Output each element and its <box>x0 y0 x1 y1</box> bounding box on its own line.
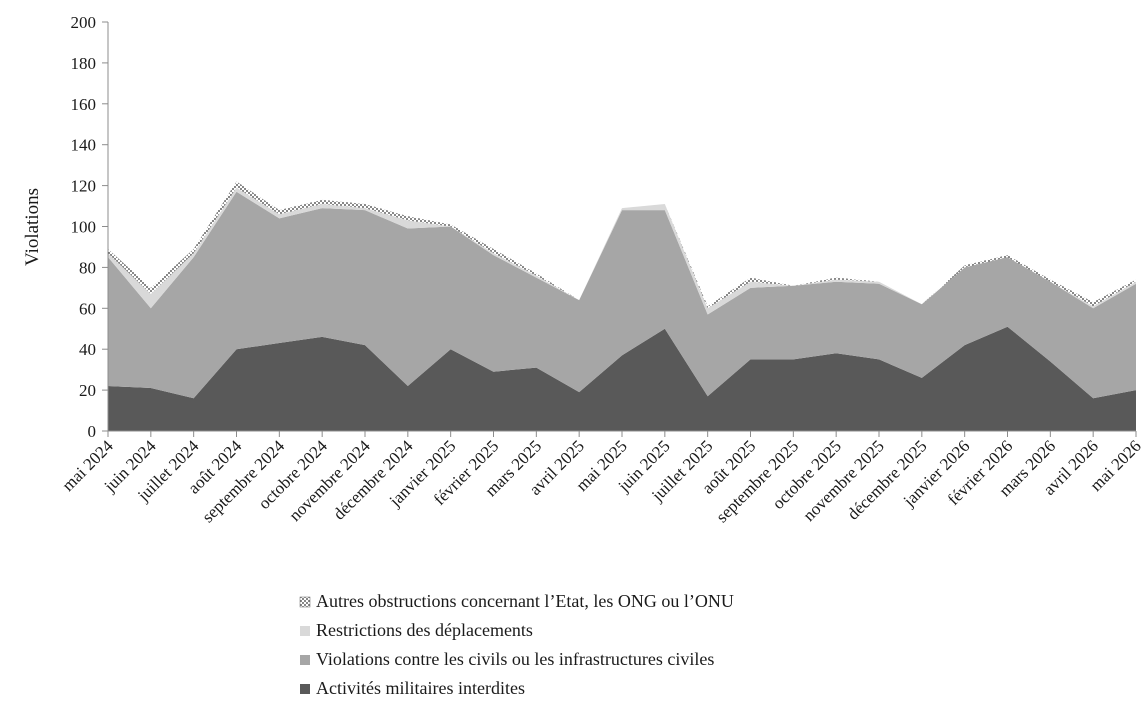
areas-layer <box>108 181 1136 431</box>
y-tick-label: 180 <box>71 54 97 73</box>
legend-label: Restrictions des déplacements <box>316 620 533 640</box>
y-tick-label: 120 <box>71 177 97 196</box>
y-tick-label: 200 <box>71 13 97 32</box>
legend-swatch <box>300 626 310 636</box>
y-tick-label: 100 <box>71 218 97 237</box>
y-tick-label: 20 <box>79 381 96 400</box>
y-tick-label: 40 <box>79 340 96 359</box>
y-tick-label: 60 <box>79 299 96 318</box>
legend-swatch <box>300 684 310 694</box>
legend: Autres obstructions concernant l’Etat, l… <box>299 591 734 698</box>
legend-label: Activités militaires interdites <box>316 678 525 698</box>
legend-swatch <box>300 655 310 665</box>
area-series-1 <box>108 326 1136 431</box>
area-series-2 <box>108 191 1136 399</box>
y-tick-label: 160 <box>71 95 97 114</box>
legend-label: Autres obstructions concernant l’Etat, l… <box>316 591 734 611</box>
y-tick-label: 140 <box>71 136 97 155</box>
legend-label: Violations contre les civils ou les infr… <box>316 649 714 669</box>
area-series-3 <box>108 187 1136 315</box>
legend-swatch <box>299 596 311 608</box>
y-tick-label: 0 <box>88 422 97 441</box>
y-axis-title: Violations <box>22 188 43 266</box>
y-tick-label: 80 <box>79 258 96 277</box>
